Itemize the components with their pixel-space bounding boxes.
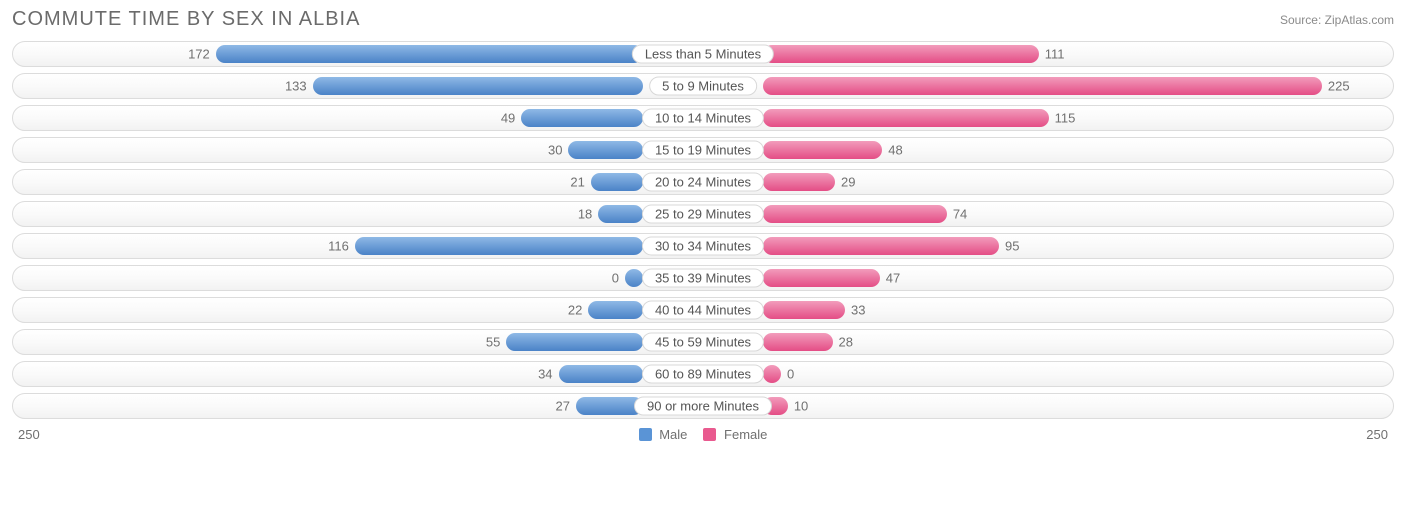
bar-female [763, 77, 1322, 95]
legend-label-male: Male [659, 427, 687, 442]
bar-male [506, 333, 643, 351]
bar-female [763, 45, 1039, 63]
value-male: 22 [568, 303, 582, 318]
chart-row: 0 47 35 to 39 Minutes [12, 265, 1394, 291]
chart-row: 21 29 20 to 24 Minutes [12, 169, 1394, 195]
value-male: 18 [578, 207, 592, 222]
value-male: 49 [501, 111, 515, 126]
value-female: 0 [787, 367, 794, 382]
category-label: Less than 5 Minutes [632, 45, 774, 64]
value-female: 111 [1045, 47, 1065, 62]
category-label: 30 to 34 Minutes [642, 237, 764, 256]
axis-right-max: 250 [1366, 427, 1388, 442]
category-label: 60 to 89 Minutes [642, 365, 764, 384]
bar-male [313, 77, 643, 95]
bar-female [763, 365, 781, 383]
category-label: 25 to 29 Minutes [642, 205, 764, 224]
category-label: 20 to 24 Minutes [642, 173, 764, 192]
value-male: 27 [555, 399, 569, 414]
bar-male [598, 205, 643, 223]
bar-male [588, 301, 643, 319]
value-male: 55 [486, 335, 500, 350]
diverging-bar-chart: 172 111 Less than 5 Minutes 133 225 5 to 9 Mi… [12, 41, 1394, 419]
legend-swatch-male [639, 428, 652, 441]
bar-female [763, 141, 882, 159]
bar-male [591, 173, 643, 191]
chart-header: COMMUTE TIME BY SEX IN ALBIA Source: Zip… [12, 8, 1394, 31]
legend-item-male: Male [639, 427, 688, 442]
category-label: 10 to 14 Minutes [642, 109, 764, 128]
category-label: 40 to 44 Minutes [642, 301, 764, 320]
category-label: 90 or more Minutes [634, 397, 772, 416]
bar-female [763, 109, 1049, 127]
value-female: 48 [888, 143, 902, 158]
value-female: 74 [953, 207, 967, 222]
value-female: 10 [794, 399, 808, 414]
bar-female [763, 173, 835, 191]
bar-male [576, 397, 643, 415]
value-male: 0 [612, 271, 619, 286]
chart-row: 172 111 Less than 5 Minutes [12, 41, 1394, 67]
chart-row: 22 33 40 to 44 Minutes [12, 297, 1394, 323]
bar-male [355, 237, 643, 255]
chart-row: 34 0 60 to 89 Minutes [12, 361, 1394, 387]
category-label: 45 to 59 Minutes [642, 333, 764, 352]
value-male: 30 [548, 143, 562, 158]
bar-male [521, 109, 643, 127]
value-male: 116 [328, 239, 349, 254]
bar-male [559, 365, 643, 383]
value-male: 172 [188, 47, 210, 62]
bar-female [763, 333, 833, 351]
chart-row: 49 115 10 to 14 Minutes [12, 105, 1394, 131]
chart-row: 133 225 5 to 9 Minutes [12, 73, 1394, 99]
chart-row: 18 74 25 to 29 Minutes [12, 201, 1394, 227]
bar-female [763, 205, 947, 223]
value-female: 115 [1055, 111, 1076, 126]
value-female: 29 [841, 175, 855, 190]
value-female: 28 [839, 335, 853, 350]
value-female: 225 [1328, 79, 1350, 94]
chart-title: COMMUTE TIME BY SEX IN ALBIA [12, 8, 360, 31]
bar-male [216, 45, 643, 63]
legend-swatch-female [703, 428, 716, 441]
bar-female [763, 269, 880, 287]
chart-source: Source: ZipAtlas.com [1280, 13, 1394, 27]
chart-row: 55 28 45 to 59 Minutes [12, 329, 1394, 355]
category-label: 35 to 39 Minutes [642, 269, 764, 288]
value-male: 133 [285, 79, 307, 94]
value-male: 34 [538, 367, 552, 382]
category-label: 15 to 19 Minutes [642, 141, 764, 160]
bar-male [568, 141, 643, 159]
legend-item-female: Female [703, 427, 767, 442]
chart-row: 30 48 15 to 19 Minutes [12, 137, 1394, 163]
chart-row: 27 10 90 or more Minutes [12, 393, 1394, 419]
bar-female [763, 301, 845, 319]
chart-row: 116 95 30 to 34 Minutes [12, 233, 1394, 259]
value-male: 21 [570, 175, 584, 190]
value-female: 47 [886, 271, 900, 286]
axis-left-max: 250 [18, 427, 40, 442]
legend: Male Female [639, 427, 768, 442]
legend-label-female: Female [724, 427, 767, 442]
bar-male [625, 269, 643, 287]
value-female: 33 [851, 303, 865, 318]
bar-female [763, 237, 999, 255]
category-label: 5 to 9 Minutes [649, 77, 757, 96]
axis-legend-row: 250 Male Female 250 [12, 425, 1394, 442]
value-female: 95 [1005, 239, 1019, 254]
